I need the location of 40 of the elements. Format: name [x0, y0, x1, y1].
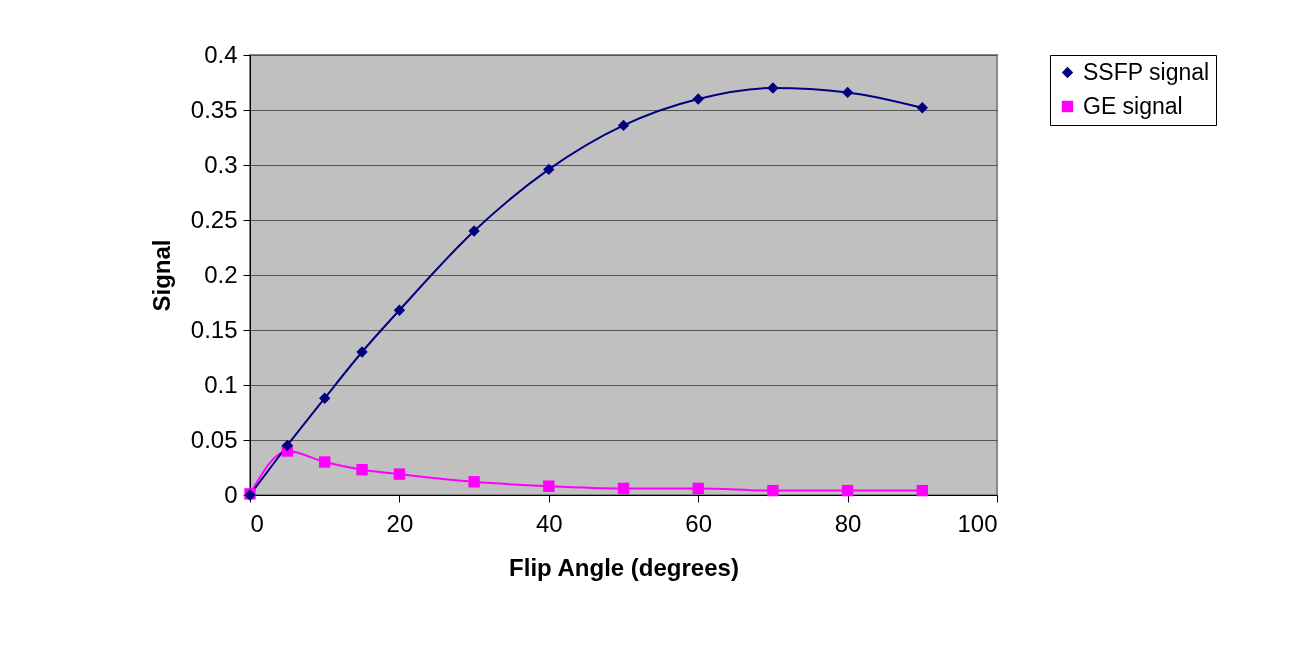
y-tick-label: 0.1 [204, 370, 238, 398]
x-tick-label: 40 [535, 509, 563, 537]
point [468, 225, 480, 237]
point [841, 484, 854, 497]
point [617, 119, 630, 132]
x-tick-label: 20 [386, 509, 414, 537]
x-tick-label: 60 [685, 509, 713, 537]
point [393, 468, 406, 480]
y-axis-title: Signal [147, 239, 175, 312]
y-tick-label: 0.4 [204, 40, 238, 68]
x-tick-label: 0 [250, 509, 264, 537]
y-tick-label: 0.25 [190, 205, 238, 233]
point [916, 102, 928, 114]
y-tick-label: 0.2 [204, 260, 238, 288]
x-tick-label: 100 [957, 509, 998, 537]
point [916, 484, 928, 497]
point [841, 86, 854, 99]
point [319, 392, 331, 404]
y-tick-label: 0.05 [190, 425, 238, 453]
point [468, 476, 480, 488]
x-tick-label: 80 [834, 509, 862, 537]
point [281, 439, 294, 452]
y-tick-label: 0 [224, 480, 238, 508]
point [692, 93, 704, 105]
point [319, 456, 331, 468]
y-tick-label: 0.15 [190, 315, 238, 343]
point [692, 482, 704, 495]
point [356, 346, 368, 358]
point [356, 464, 368, 476]
point [543, 480, 555, 492]
legend-label: GE signal [1083, 92, 1183, 119]
y-tick-label: 0.35 [190, 95, 238, 123]
y-tick-label: 0.3 [204, 150, 238, 178]
point [767, 82, 779, 94]
point [393, 304, 406, 316]
legend-label: SSFP signal [1083, 58, 1210, 85]
point [617, 482, 630, 495]
point [767, 484, 779, 497]
x-axis-title: Flip Angle (degrees) [509, 553, 739, 581]
point [543, 163, 555, 176]
